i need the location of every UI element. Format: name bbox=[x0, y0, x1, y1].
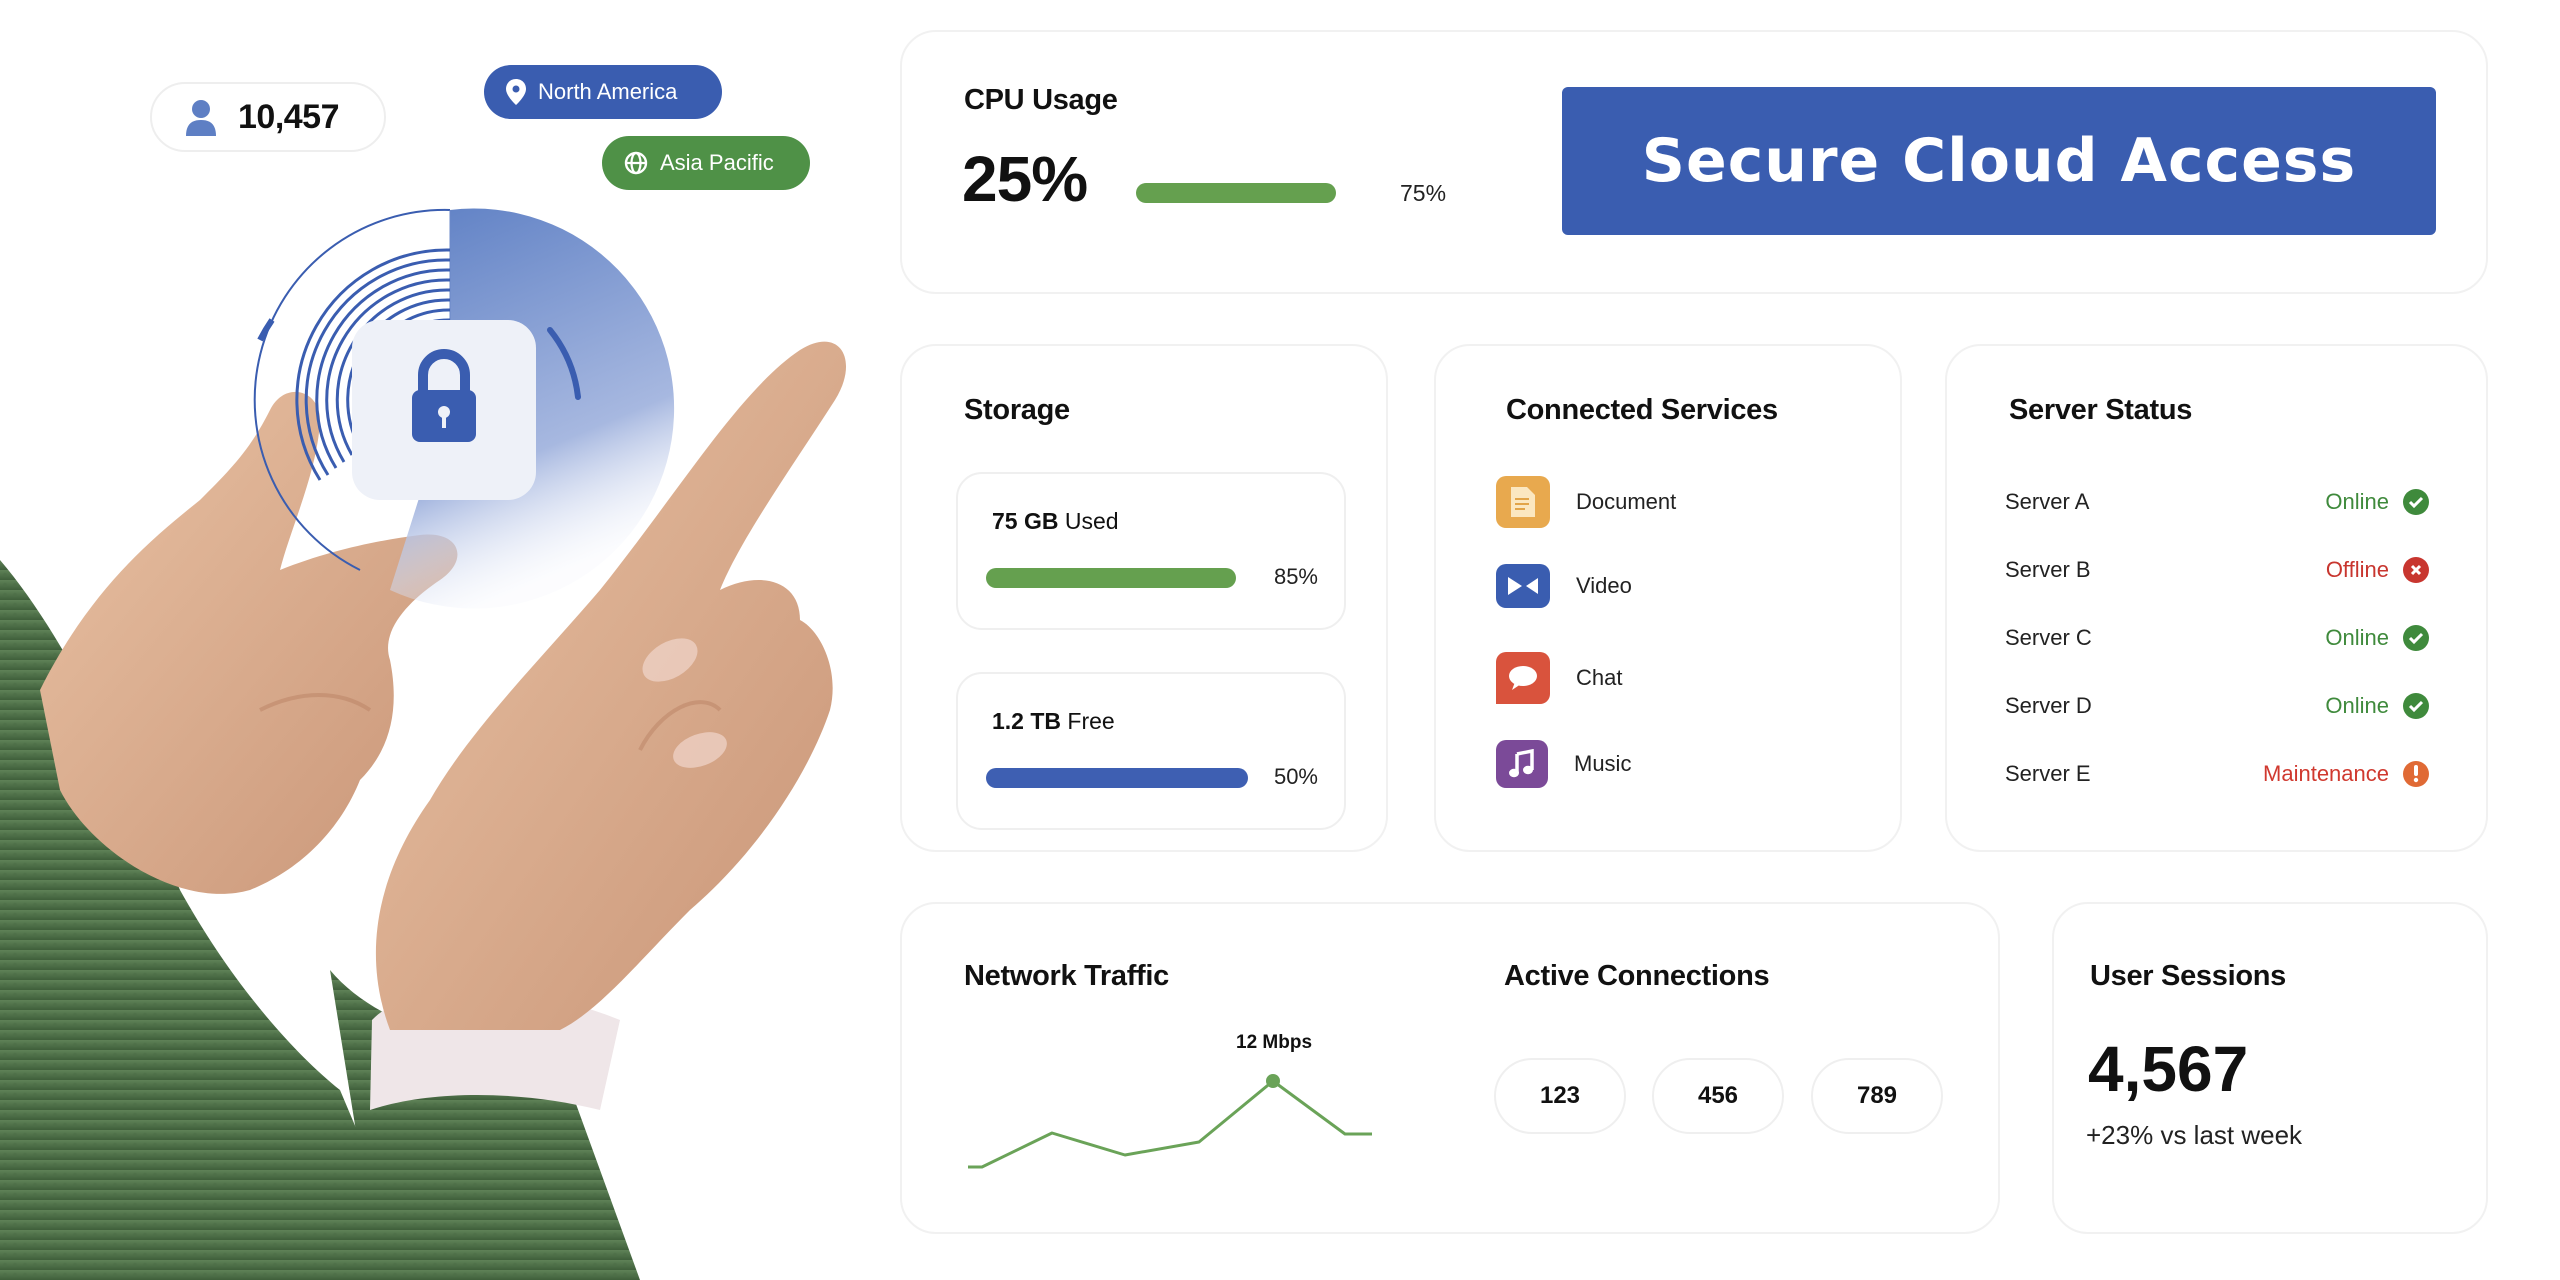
sessions-value: 4,567 bbox=[2088, 1033, 2249, 1105]
services-title: Connected Services bbox=[1506, 394, 1778, 426]
storage-card: Storage 75 GB Used 85% 1.2 TB Free 50% bbox=[900, 344, 1388, 852]
active-connections-title: Active Connections bbox=[1504, 960, 1770, 992]
connected-services-card: Connected Services Document Video Chat M… bbox=[1434, 344, 1902, 852]
check-icon bbox=[2403, 489, 2429, 515]
storage-free-label: 1.2 TB Free bbox=[992, 708, 1115, 734]
storage-free-card: 1.2 TB Free 50% bbox=[956, 672, 1346, 830]
hero-illustration: 10,457 North America Asia Pacific bbox=[0, 0, 880, 1280]
connection-pill[interactable]: 789 bbox=[1811, 1058, 1943, 1134]
globe-icon bbox=[624, 151, 648, 175]
server-row[interactable]: Server A Online bbox=[2005, 484, 2429, 520]
connection-pill[interactable]: 456 bbox=[1652, 1058, 1784, 1134]
map-pin-icon bbox=[506, 79, 526, 105]
lock-icon bbox=[412, 349, 476, 442]
cpu-value: 25% bbox=[962, 143, 1088, 215]
server-row[interactable]: Server C Online bbox=[2005, 620, 2429, 656]
network-traffic-chart bbox=[968, 1074, 1372, 1169]
user-icon bbox=[186, 100, 216, 136]
alert-icon bbox=[2403, 761, 2429, 787]
server-status-card: Server Status Server A Online Server B O… bbox=[1945, 344, 2488, 852]
document-icon bbox=[1496, 476, 1550, 528]
video-icon bbox=[1496, 564, 1550, 608]
status-badge: Online bbox=[2325, 489, 2429, 515]
network-title: Network Traffic bbox=[964, 960, 1169, 992]
region-north-america[interactable]: North America bbox=[484, 65, 722, 119]
user-count: 10,457 bbox=[238, 97, 340, 136]
server-row[interactable]: Server B Offline bbox=[2005, 552, 2429, 588]
secure-cloud-access-button[interactable]: Secure Cloud Access bbox=[1562, 87, 2436, 235]
status-badge: Online bbox=[2325, 625, 2429, 651]
peak-label: 12 Mbps bbox=[1236, 1032, 1313, 1053]
server-status-title: Server Status bbox=[2009, 394, 2193, 426]
region-label: Asia Pacific bbox=[660, 150, 774, 175]
banner-label: Secure Cloud Access bbox=[1641, 126, 2357, 196]
storage-title: Storage bbox=[964, 394, 1070, 426]
peak-point-marker bbox=[1266, 1074, 1280, 1088]
storage-used-bar bbox=[986, 568, 1236, 588]
x-icon bbox=[2403, 557, 2429, 583]
check-icon bbox=[2403, 625, 2429, 651]
music-icon bbox=[1496, 740, 1548, 788]
status-badge: Offline bbox=[2326, 557, 2429, 583]
storage-used-label: 75 GB Used bbox=[992, 508, 1119, 534]
user-count-badge: 10,457 bbox=[150, 82, 386, 152]
lock-graphic bbox=[253, 208, 675, 609]
network-connections-card: Network Traffic 12 Mbps Active Connectio… bbox=[900, 902, 2000, 1234]
chat-icon bbox=[1496, 652, 1550, 704]
connection-pill[interactable]: 123 bbox=[1494, 1058, 1626, 1134]
server-row[interactable]: Server D Online bbox=[2005, 688, 2429, 724]
cpu-bar-percent: 75% bbox=[1400, 180, 1447, 206]
service-music[interactable]: Music bbox=[1496, 740, 1631, 788]
cpu-usage-card: CPU Usage 25% 75% Secure Cloud Access bbox=[900, 30, 2488, 294]
service-video[interactable]: Video bbox=[1496, 564, 1632, 608]
server-row[interactable]: Server E Maintenance bbox=[2005, 756, 2429, 792]
user-sessions-card: User Sessions 4,567 +23% vs last week bbox=[2052, 902, 2488, 1234]
cpu-progress-bar bbox=[1136, 183, 1336, 203]
sessions-delta: +23% vs last week bbox=[2086, 1120, 2303, 1150]
region-label: North America bbox=[538, 79, 678, 104]
storage-used-percent: 85% bbox=[1273, 564, 1318, 589]
storage-free-bar bbox=[986, 768, 1248, 788]
region-asia-pacific[interactable]: Asia Pacific bbox=[602, 136, 810, 190]
hands-illustration bbox=[0, 341, 847, 1280]
status-badge: Maintenance bbox=[2263, 761, 2429, 787]
sessions-title: User Sessions bbox=[2090, 960, 2286, 992]
status-badge: Online bbox=[2325, 693, 2429, 719]
storage-used-card: 75 GB Used 85% bbox=[956, 472, 1346, 630]
storage-free-percent: 50% bbox=[1273, 764, 1318, 789]
service-document[interactable]: Document bbox=[1496, 476, 1676, 528]
cpu-title: CPU Usage bbox=[964, 84, 1118, 116]
check-icon bbox=[2403, 693, 2429, 719]
service-chat[interactable]: Chat bbox=[1496, 652, 1622, 704]
